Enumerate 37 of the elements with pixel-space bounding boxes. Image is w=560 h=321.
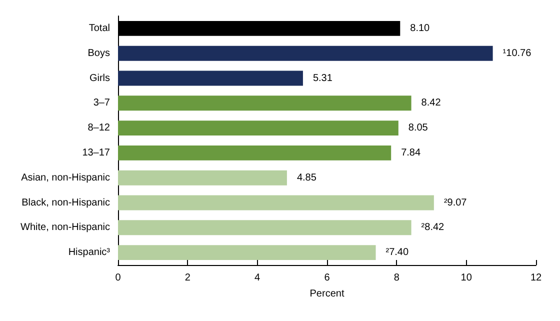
x-tick-label: 10: [460, 272, 472, 284]
x-tick-label: 4: [254, 272, 261, 284]
y-tick-label: Black, non-Hispanic: [22, 197, 110, 208]
data-label: ²7.40: [386, 247, 409, 258]
y-tick-label: Boys: [88, 48, 110, 59]
bar: [118, 46, 493, 61]
y-tick-label: White, non-Hispanic: [20, 222, 110, 234]
x-tick-label: 2: [184, 272, 191, 284]
bar: [118, 170, 287, 186]
y-tick-label: 8–12: [88, 122, 110, 134]
bar: [118, 195, 434, 210]
bar: [118, 220, 412, 236]
y-tick-label: Girls: [89, 72, 110, 84]
bar: [118, 245, 376, 260]
y-tick-label: 3–7: [93, 98, 110, 109]
data-label: 8.10: [410, 22, 430, 34]
x-tick-label: 12: [530, 272, 542, 284]
bar: [118, 96, 412, 111]
y-tick-label: Asian, non-Hispanic: [21, 172, 110, 184]
x-tick-label: 6: [324, 272, 330, 284]
data-label: ²8.42: [421, 222, 445, 234]
data-label: ¹10.76: [502, 48, 532, 59]
x-tick-label: 8: [394, 272, 400, 284]
data-label: ²9.07: [444, 197, 468, 208]
data-label: 4.85: [296, 172, 317, 184]
data-label: 8.05: [408, 122, 428, 134]
bar: [118, 70, 303, 86]
x-tick-label: 0: [115, 272, 122, 284]
y-tick-label: Hispanic³: [68, 247, 111, 258]
bar: [118, 145, 392, 160]
bar: [118, 120, 398, 136]
data-label: 8.42: [421, 98, 442, 109]
x-axis-title: Percent: [310, 288, 344, 300]
data-label: 5.31: [312, 72, 333, 84]
y-tick-label: 13–17: [82, 147, 110, 158]
data-label: 7.84: [401, 147, 421, 158]
y-tick-label: Total: [88, 22, 110, 34]
